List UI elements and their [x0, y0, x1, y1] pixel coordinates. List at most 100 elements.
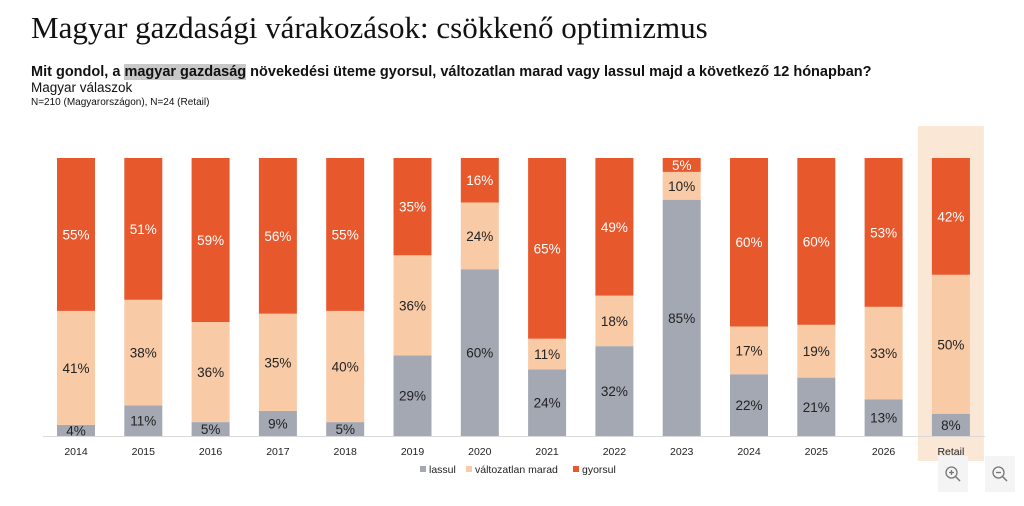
legend-swatch [420, 466, 426, 472]
zoom-in-button[interactable] [938, 456, 968, 492]
data-label: 55% [332, 227, 359, 242]
data-label: 8% [941, 418, 961, 433]
data-label: 41% [62, 361, 89, 376]
bar-segment-változatlan-marad-2017 [258, 313, 297, 411]
x-tick-label: 2019 [401, 446, 425, 458]
bar-segment-változatlan-marad-2014 [57, 310, 95, 425]
data-label: 22% [735, 398, 762, 413]
data-label: 53% [870, 225, 897, 240]
bar-segment-változatlan-marad-2020 [460, 202, 499, 270]
zoom-out-button[interactable] [985, 456, 1015, 492]
data-label: 10% [668, 179, 695, 194]
data-label: 35% [399, 200, 426, 215]
bar-segment-lassul-2016 [191, 422, 230, 436]
x-tick-label: 2017 [266, 446, 290, 458]
data-label: 13% [870, 411, 897, 426]
data-label: 24% [466, 229, 493, 244]
data-label: 9% [268, 416, 288, 431]
data-label: 36% [197, 365, 224, 380]
sample-size-note: N=210 (Magyarországon), N=24 (Retail) [31, 97, 210, 108]
bar-segment-gyorsul-2019 [393, 158, 432, 256]
legend-label: gyorsul [582, 464, 616, 476]
data-label: 40% [332, 360, 359, 375]
bar-segment-lassul-2021 [528, 369, 567, 436]
data-label: 21% [803, 400, 830, 415]
bar-segment-lassul-2025 [797, 377, 836, 436]
legend-swatch [466, 466, 472, 472]
bar-segment-gyorsul-2015 [124, 158, 163, 300]
bar-segment-lassul-2018 [326, 422, 365, 436]
bar-segment-változatlan-marad-2022 [595, 295, 634, 347]
data-label: 35% [264, 355, 291, 370]
data-label: 60% [735, 235, 762, 250]
bar-segment-lassul-2024 [730, 374, 768, 436]
zoom-in-icon [945, 466, 961, 482]
bar-segment-lassul-2023 [662, 199, 701, 436]
data-label: 32% [601, 384, 628, 399]
x-tick-label: 2021 [535, 446, 559, 458]
bar-segment-gyorsul-2023 [662, 158, 701, 172]
data-label: 49% [601, 220, 628, 235]
bar-segment-változatlan-marad-2024 [730, 326, 768, 375]
data-label: 85% [668, 311, 695, 326]
data-label: 51% [130, 222, 157, 237]
data-label: 29% [399, 389, 426, 404]
zoom-out-icon [992, 466, 1008, 482]
data-label: 42% [937, 209, 964, 224]
bar-segment-gyorsul-2026 [864, 158, 903, 307]
x-tick-label: 2016 [199, 446, 223, 458]
data-label: 60% [803, 234, 830, 249]
data-label: 65% [534, 241, 561, 256]
data-label: 59% [197, 233, 224, 248]
bar-segment-változatlan-marad-2016 [191, 322, 230, 423]
x-tick-label: 2025 [805, 446, 829, 458]
bar-segment-változatlan-marad-Retail [931, 274, 970, 414]
data-label: 16% [466, 173, 493, 188]
chart-title: Magyar gazdasági várakozások: csökkenő o… [31, 10, 708, 45]
bar-segment-gyorsul-2016 [191, 158, 230, 323]
bar-segment-változatlan-marad-2015 [124, 299, 163, 406]
bar-segment-gyorsul-2021 [528, 158, 567, 339]
data-label: 11% [130, 414, 156, 429]
bar-segment-gyorsul-2024 [730, 158, 768, 327]
x-tick-label: 2024 [737, 446, 761, 458]
data-label: 50% [937, 337, 964, 352]
question-text-start: Mit gondol, a [31, 64, 125, 80]
data-label: 38% [130, 346, 157, 361]
bar-segment-lassul-2014 [57, 424, 95, 436]
x-tick-label: 2018 [334, 446, 358, 458]
bar-segment-gyorsul-2025 [797, 158, 836, 325]
legend-label: lassul [429, 464, 456, 476]
bar-segment-változatlan-marad-2023 [662, 171, 701, 200]
data-label: 5% [201, 422, 221, 437]
bar-segment-lassul-2015 [124, 405, 163, 436]
data-label: 19% [803, 344, 830, 359]
survey-question: Mit gondol, a magyar gazdaság növekedési… [31, 64, 871, 80]
data-label: 5% [335, 422, 355, 437]
data-label: 5% [672, 158, 692, 173]
bar-segment-változatlan-marad-2018 [326, 310, 365, 423]
data-label: 60% [466, 346, 493, 361]
legend-label: változatlan marad [475, 464, 558, 476]
bar-segment-lassul-2022 [595, 346, 634, 436]
bar-segment-gyorsul-2017 [258, 158, 297, 314]
bar-segment-lassul-Retail [931, 413, 970, 436]
bar-segment-gyorsul-2020 [460, 158, 499, 203]
bar-segment-lassul-2017 [258, 410, 297, 436]
bar-segment-változatlan-marad-2026 [864, 306, 903, 400]
x-tick-label: Retail [937, 446, 964, 458]
data-label: 4% [66, 423, 86, 438]
data-label: 56% [264, 229, 291, 244]
x-tick-label: 2014 [64, 446, 88, 458]
bar-segment-lassul-2019 [393, 355, 432, 436]
x-tick-label: 2026 [872, 446, 896, 458]
bar-segment-gyorsul-Retail [931, 158, 970, 275]
data-label: 11% [534, 347, 560, 362]
legend-swatch [573, 466, 579, 472]
data-label: 33% [870, 346, 897, 361]
x-tick-label: 2023 [670, 446, 694, 458]
bar-segment-változatlan-marad-2025 [797, 324, 836, 378]
bar-segment-lassul-2020 [460, 269, 499, 436]
question-text-end: növekedési üteme gyorsul, változatlan ma… [246, 64, 872, 80]
